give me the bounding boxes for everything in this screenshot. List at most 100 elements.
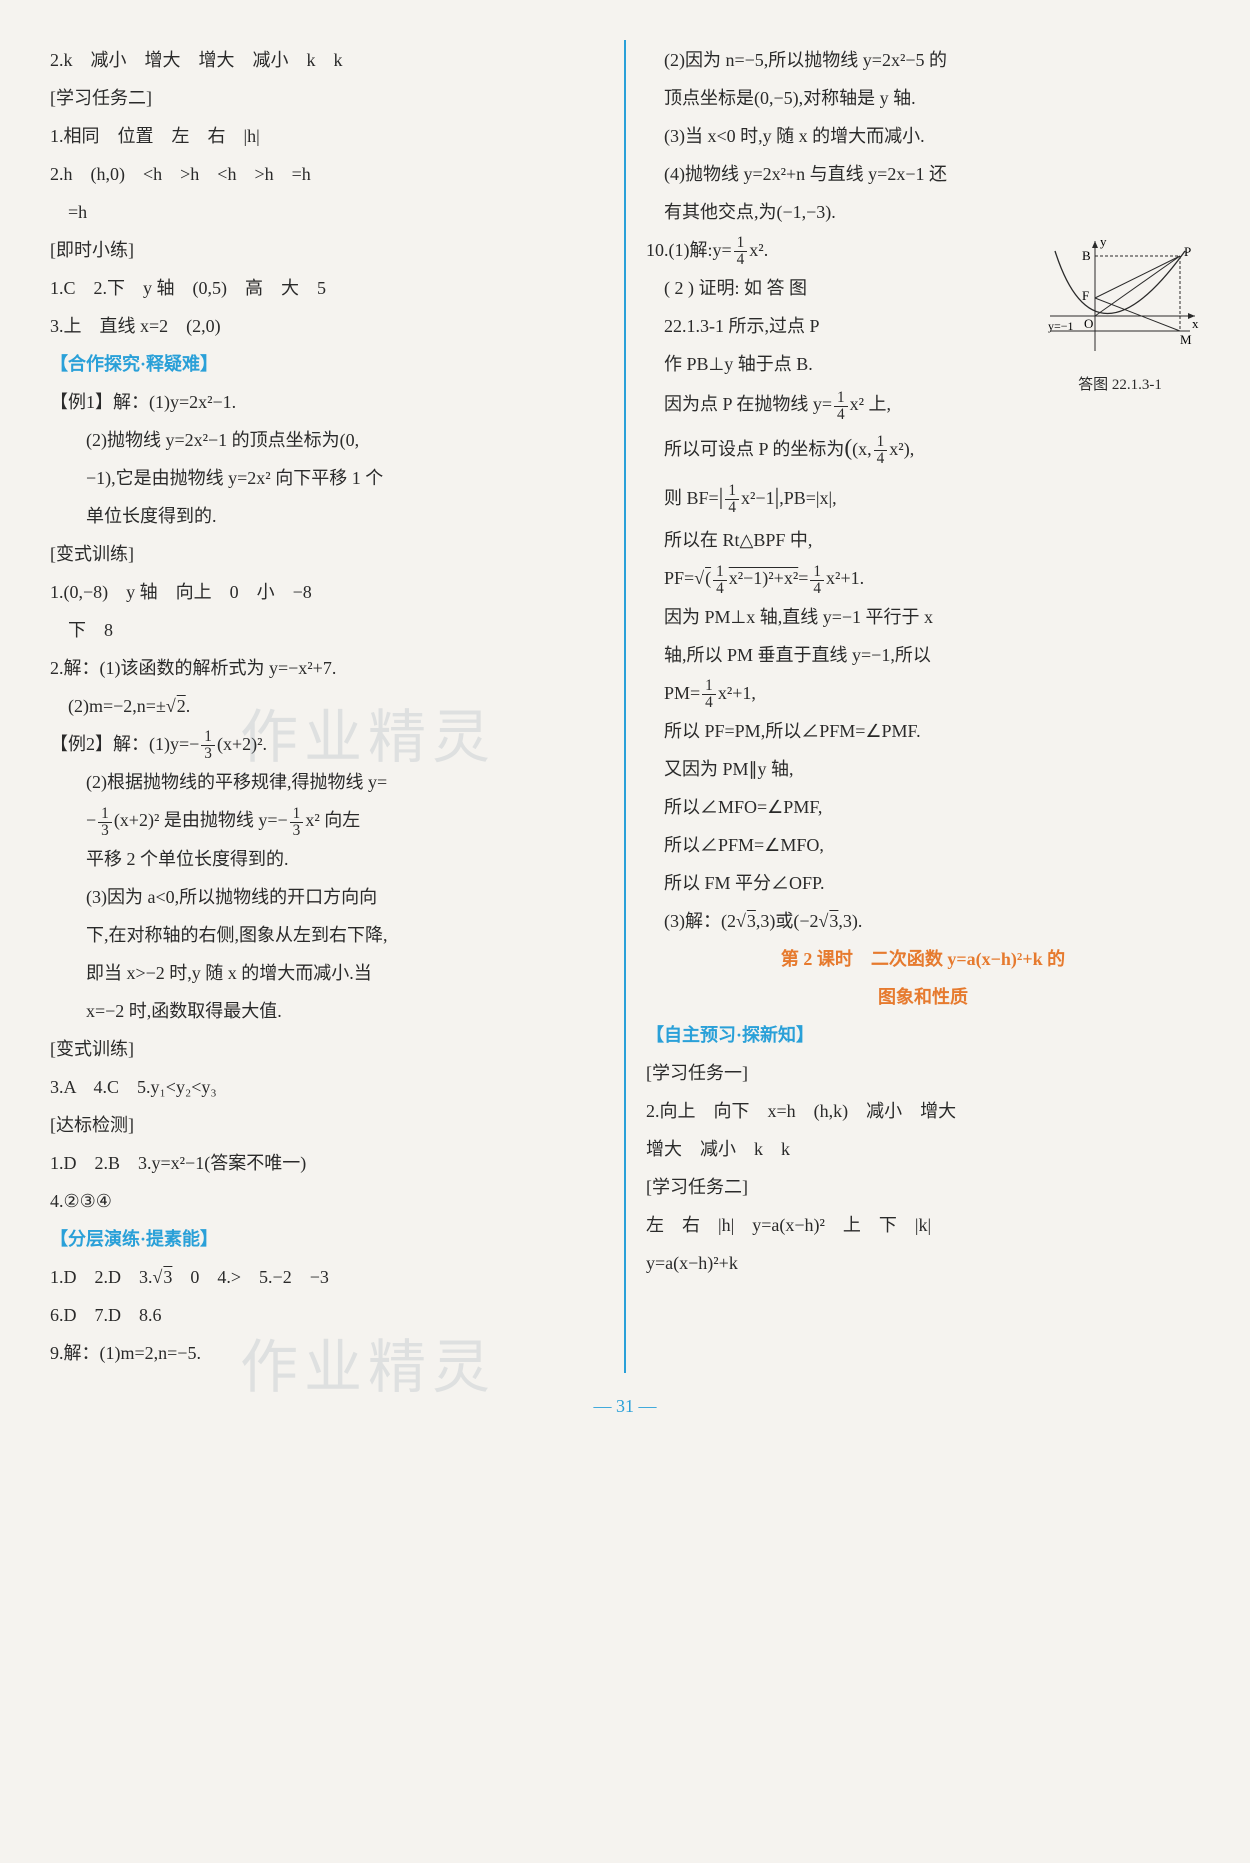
text-fragment: (x+2)². [217,734,267,754]
text-fragment: ,PB=|x|, [779,488,836,508]
text-line: 3.A 4.C 5.y₁<y₂<y₃ [50,1069,604,1105]
text-fragment: − [86,810,96,830]
text-line: 轴,所以 PM 垂直于直线 y=−1,所以 [646,637,1200,673]
fraction: 14 [810,564,824,597]
axis-label-x: x [1192,316,1199,331]
text-line: 9.解：(1)m=2,n=−5. [50,1335,604,1371]
text-line: (2)抛物线 y=2x²−1 的顶点坐标为(0, [50,422,604,458]
lesson-heading: 第 2 课时 二次函数 y=a(x−h)²+k 的 [646,941,1200,977]
section-heading: 【合作探究·释疑难】 [50,346,604,382]
text-fragment: 则 BF= [664,488,719,508]
text-line: 顶点坐标是(0,−5),对称轴是 y 轴. [646,80,1200,116]
fraction: 14 [834,390,848,423]
text-fragment: x². [749,240,768,260]
fraction: 13 [290,806,304,839]
text-fragment: ,3)或(−2 [756,911,819,931]
text-line: [达标检测] [50,1107,604,1143]
sqrt-value: 3 [746,911,756,931]
text-fragment: 10.(1)解:y= [646,240,732,260]
text-line: [变式训练] [50,1031,604,1067]
origin-label: O [1084,316,1093,331]
text-fragment: (3)解：(2 [664,911,736,931]
fraction: 14 [734,235,748,268]
text-line: (4)抛物线 y=2x²+n 与直线 y=2x−1 还 [646,156,1200,192]
text-fragment: PM= [664,683,700,703]
point-f: F [1082,288,1089,303]
text-line: (3)当 x<0 时,y 随 x 的增大而减小. [646,118,1200,154]
fraction: 14 [713,564,727,597]
text-line: 3.上 直线 x=2 (2,0) [50,308,604,344]
text-line: [学习任务二] [646,1169,1200,1205]
text-fragment: 1.D 2.D 3. [50,1267,153,1287]
text-line: 所以 FM 平分∠OFP. [646,865,1200,901]
sqrt-value: 3 [162,1267,172,1287]
text-fragment: 0 4.> 5.−2 −3 [172,1267,328,1287]
text-fragment: x² 向左 [305,810,360,830]
text-line: [变式训练] [50,536,604,572]
text-fragment: 因为点 P 在抛物线 y= [664,394,832,414]
point-b: B [1082,248,1091,263]
point-m: M [1180,332,1192,347]
text-line: −1),它是由抛物线 y=2x² 向下平移 1 个 [50,460,604,496]
text-line: PF=√(14x²−1)²+x²=14x²+1. [646,560,1200,596]
fraction: 14 [725,483,739,516]
text-line: (2)m=−2,n=±√2. [50,688,604,724]
text-fragment: 【例2】解：(1)y=− [50,734,199,754]
text-fragment: (x, [852,439,872,459]
text-line: (2)因为 n=−5,所以抛物线 y=2x²−5 的 [646,42,1200,78]
text-line: −13(x+2)² 是由抛物线 y=−13x² 向左 [50,802,604,838]
text-line: 【例1】解：(1)y=2x²−1. [50,384,604,420]
text-line: 1.(0,−8) y 轴 向上 0 小 −8 [50,574,604,610]
text-line: 【例2】解：(1)y=−13(x+2)². [50,726,604,762]
text-line: y=a(x−h)²+k [646,1245,1200,1281]
page-columns: 2.k 减小 增大 增大 减小 k k [学习任务二] 1.相同 位置 左 右 … [30,40,1220,1373]
sqrt-value: (14x²−1)²+x² [704,568,798,588]
text-fragment: x² 上, [850,394,891,414]
text-line: 平移 2 个单位长度得到的. [50,841,604,877]
fraction: 13 [201,729,215,762]
text-line: 2.h (h,0) <h >h <h >h =h [50,156,604,192]
text-line: 则 BF=|14x²−1|,PB=|x|, [646,474,1200,521]
point-p: P [1184,244,1191,259]
text-fragment: (x+2)² 是由抛物线 y=− [114,810,288,830]
parabola-graph: y x O B P F M y=−1 [1040,236,1200,356]
section-heading: 【分层演练·提素能】 [50,1221,604,1257]
text-line: =h [50,194,604,230]
fraction: 13 [98,806,112,839]
text-line: 单位长度得到的. [50,498,604,534]
right-column: (2)因为 n=−5,所以抛物线 y=2x²−5 的 顶点坐标是(0,−5),对… [626,40,1220,1373]
text-line: 增大 减小 k k [646,1131,1200,1167]
text-line: 所以∠MFO=∠PMF, [646,789,1200,825]
text-line: 2.向上 向下 x=h (h,k) 减小 增大 [646,1093,1200,1129]
text-line: 因为 PM⊥x 轴,直线 y=−1 平行于 x [646,599,1200,635]
text-line: (2)根据抛物线的平移规律,得抛物线 y= [50,764,604,800]
text-fragment: (2)m=−2,n=± [68,696,166,716]
text-line: 所以可设点 P 的坐标为((x,14x²), [646,425,1200,472]
text-line: 1.C 2.下 y 轴 (0,5) 高 大 5 [50,270,604,306]
text-line: 又因为 PM∥y 轴, [646,751,1200,787]
text-fragment: x²+1, [718,683,756,703]
text-line: 1.D 2.D 3.√3 0 4.> 5.−2 −3 [50,1259,604,1295]
text-fragment: x²−1 [741,488,775,508]
axis-label-y: y [1100,236,1107,249]
text-line: [学习任务一] [646,1055,1200,1091]
text-line: 所以在 Rt△BPF 中, [646,522,1200,558]
page-number: — 31 — [30,1388,1220,1424]
sqrt-value: 3 [828,911,838,931]
text-line: 左 右 |h| y=a(x−h)² 上 下 |k| [646,1207,1200,1243]
text-line: x=−2 时,函数取得最大值. [50,993,604,1029]
text-line: [即时小练] [50,232,604,268]
text-line: 4.②③④ [50,1183,604,1219]
text-fragment: ,3). [838,911,862,931]
left-column: 2.k 减小 增大 增大 减小 k k [学习任务二] 1.相同 位置 左 右 … [30,40,624,1373]
text-line: 下,在对称轴的右侧,图象从左到右下降, [50,917,604,953]
text-line: 即当 x>−2 时,y 随 x 的增大而减小.当 [50,955,604,991]
text-line: 1.D 2.B 3.y=x²−1(答案不唯一) [50,1145,604,1181]
line-label: y=−1 [1048,319,1074,333]
text-line: [学习任务二] [50,80,604,116]
text-fragment: = [798,568,808,588]
text-line: 2.k 减小 增大 增大 减小 k k [50,42,604,78]
text-line: (3)因为 a<0,所以抛物线的开口方向向 [50,879,604,915]
fraction: 14 [702,678,716,711]
text-fragment: . [186,696,191,716]
